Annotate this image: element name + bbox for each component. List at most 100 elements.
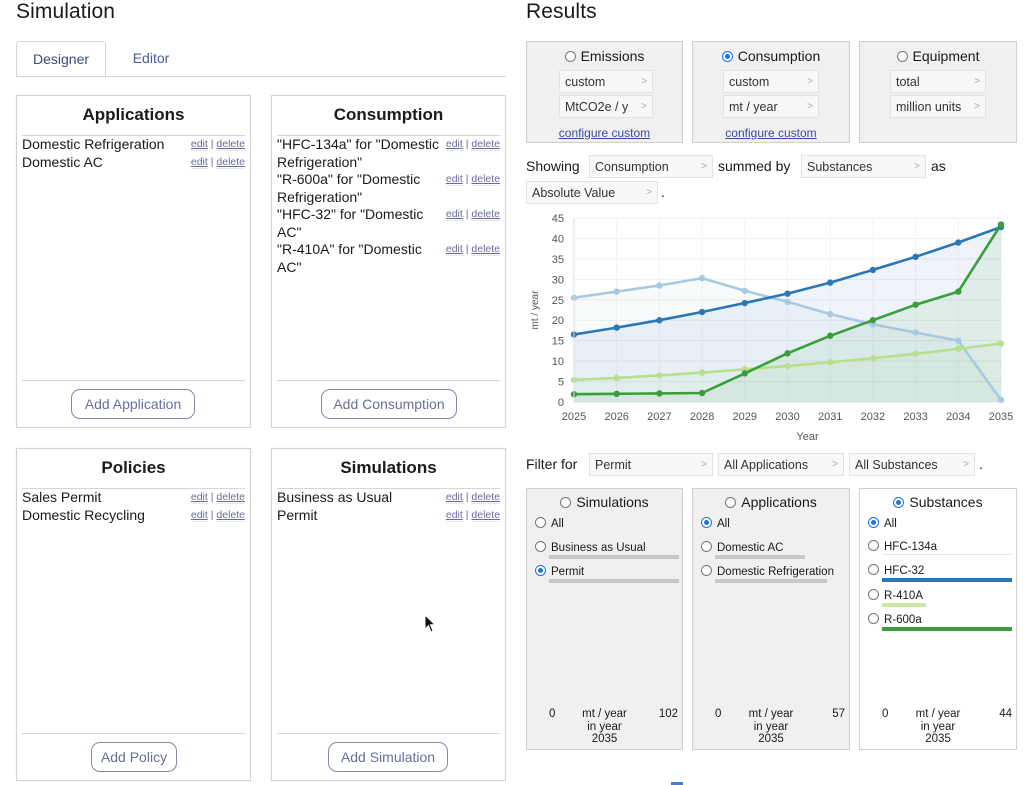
scale-max: 44 <box>999 708 1012 720</box>
y-tick-label: 0 <box>558 397 564 409</box>
edit-link[interactable]: edit <box>445 138 463 151</box>
radio-icon[interactable] <box>868 613 879 624</box>
edit-link[interactable]: edit <box>445 173 463 186</box>
as-label: as <box>931 158 946 174</box>
consumption-configure-link[interactable]: configure custom <box>725 126 817 140</box>
consumption-unit-select[interactable]: mt / year <box>723 95 819 118</box>
value-type-select[interactable]: Absolute Value <box>526 181 658 204</box>
option-label: All <box>717 518 730 530</box>
showing-metric-select[interactable]: Consumption <box>589 155 713 178</box>
add-application-button[interactable]: Add Application <box>71 389 195 419</box>
radio-icon[interactable] <box>868 564 879 575</box>
applications-list: Domestic Refrigeration edit | delete Dom… <box>22 135 245 171</box>
delete-link[interactable]: delete <box>216 491 245 504</box>
edit-link[interactable]: edit <box>190 155 208 169</box>
filter-option-hfc-32[interactable]: HFC-32 <box>868 564 924 577</box>
list-item: Domestic AC edit | delete <box>22 154 245 172</box>
summed-by-select[interactable]: Substances <box>801 155 926 178</box>
y-tick-label: 35 <box>552 254 564 266</box>
edit-link[interactable]: edit <box>190 138 208 151</box>
applications-filter-title: Applications <box>741 494 817 510</box>
delete-link[interactable]: delete <box>216 138 245 151</box>
delete-link[interactable]: delete <box>471 173 500 186</box>
scale-caption: mt / year in year 2035 <box>527 708 682 746</box>
applications-title: Applications <box>82 105 185 124</box>
filter-option-permit[interactable]: Permit <box>535 565 584 578</box>
radio-icon[interactable] <box>535 565 546 576</box>
filter-option-domestic-ac[interactable]: Domestic AC <box>701 541 783 554</box>
radio-icon[interactable] <box>868 517 879 528</box>
data-point-r-600a <box>955 288 962 295</box>
value-bar-r-410a <box>882 603 926 607</box>
delete-link[interactable]: delete <box>216 508 245 522</box>
delete-link[interactable]: delete <box>471 208 500 221</box>
x-tick-label: 2034 <box>946 411 970 423</box>
filter-option-hfc-134a[interactable]: HFC-134a <box>868 540 937 553</box>
period: . <box>661 184 665 200</box>
y-tick-label: 20 <box>552 315 564 327</box>
simulations-filter-radio[interactable] <box>560 497 572 508</box>
radio-icon[interactable] <box>701 517 712 528</box>
filter-option-all[interactable]: All <box>868 517 897 530</box>
delete-link[interactable]: delete <box>471 138 500 151</box>
list-item: "HFC-134a" for "Domestic Refrigeration" … <box>277 136 500 171</box>
applications-panel: Applications Domestic Refrigeration edit… <box>16 95 251 428</box>
filter-applications-select[interactable]: All Applications <box>718 453 844 476</box>
simulations-panel: Simulations Business as Usual edit | del… <box>271 448 506 781</box>
data-point-hfc-134a <box>698 274 706 282</box>
tab-designer[interactable]: Designer <box>16 41 106 77</box>
add-simulation-button[interactable]: Add Simulation <box>328 742 448 772</box>
filter-option-business-as-usual[interactable]: Business as Usual <box>535 541 646 554</box>
radio-icon[interactable] <box>701 541 712 552</box>
filter-option-domestic-refrigeration[interactable]: Domestic Refrigeration <box>701 565 834 578</box>
edit-link[interactable]: edit <box>445 508 463 522</box>
edit-link[interactable]: edit <box>445 243 463 256</box>
filter-simulation-select[interactable]: Permit <box>589 453 713 476</box>
substances-filter-box: Substances All HFC-134a HFC-32 R-410A R-… <box>859 488 1017 750</box>
tab-editor[interactable]: Editor <box>132 50 170 66</box>
delete-link[interactable]: delete <box>216 155 245 169</box>
edit-link[interactable]: edit <box>445 491 463 504</box>
radio-icon[interactable] <box>535 541 546 552</box>
data-point-hfc-134a <box>613 288 620 295</box>
edit-link[interactable]: edit <box>445 208 463 221</box>
radio-icon[interactable] <box>701 565 712 576</box>
value-bar <box>715 555 805 559</box>
y-tick-label: 10 <box>552 356 564 368</box>
filter-option-all[interactable]: All <box>701 517 730 530</box>
filter-option-r-410a[interactable]: R-410A <box>868 589 923 602</box>
filter-option-all[interactable]: All <box>535 517 564 530</box>
y-tick-label: 5 <box>558 377 564 389</box>
radio-icon[interactable] <box>868 589 879 600</box>
equipment-scope-select[interactable]: total <box>890 70 986 93</box>
emissions-configure-link[interactable]: configure custom <box>558 126 651 140</box>
delete-link[interactable]: delete <box>471 491 500 504</box>
consumption-scope-select[interactable]: custom <box>723 70 819 93</box>
filter-substances-select[interactable]: All Substances <box>849 453 975 476</box>
substances-filter-radio[interactable] <box>893 497 905 508</box>
emissions-unit-select[interactable]: MtCO2e / y <box>559 95 653 118</box>
option-label: All <box>551 518 564 530</box>
radio-icon[interactable] <box>868 540 879 551</box>
edit-link[interactable]: edit <box>190 508 208 522</box>
add-consumption-button[interactable]: Add Consumption <box>321 389 457 419</box>
data-point-r-410a <box>656 372 663 379</box>
filter-option-r-600a[interactable]: R-600a <box>868 613 922 626</box>
emissions-label: Emissions <box>580 48 645 64</box>
x-tick-label: 2030 <box>775 411 799 423</box>
delete-link[interactable]: delete <box>471 243 500 256</box>
option-label: All <box>884 518 897 530</box>
add-policy-button[interactable]: Add Policy <box>91 742 177 772</box>
equipment-unit-select[interactable]: million units <box>890 95 986 118</box>
policies-list: Sales Permit edit | delete Domestic Recy… <box>22 488 245 524</box>
edit-link[interactable]: edit <box>190 491 208 504</box>
delete-link[interactable]: delete <box>471 508 500 522</box>
applications-filter-radio[interactable] <box>725 497 737 508</box>
emissions-radio[interactable] <box>564 51 576 62</box>
radio-icon[interactable] <box>535 517 546 528</box>
consumption-radio[interactable] <box>721 51 733 62</box>
scroll-indicator[interactable] <box>671 782 683 785</box>
equipment-radio[interactable] <box>896 51 908 62</box>
emissions-scope-select[interactable]: custom <box>559 70 653 93</box>
